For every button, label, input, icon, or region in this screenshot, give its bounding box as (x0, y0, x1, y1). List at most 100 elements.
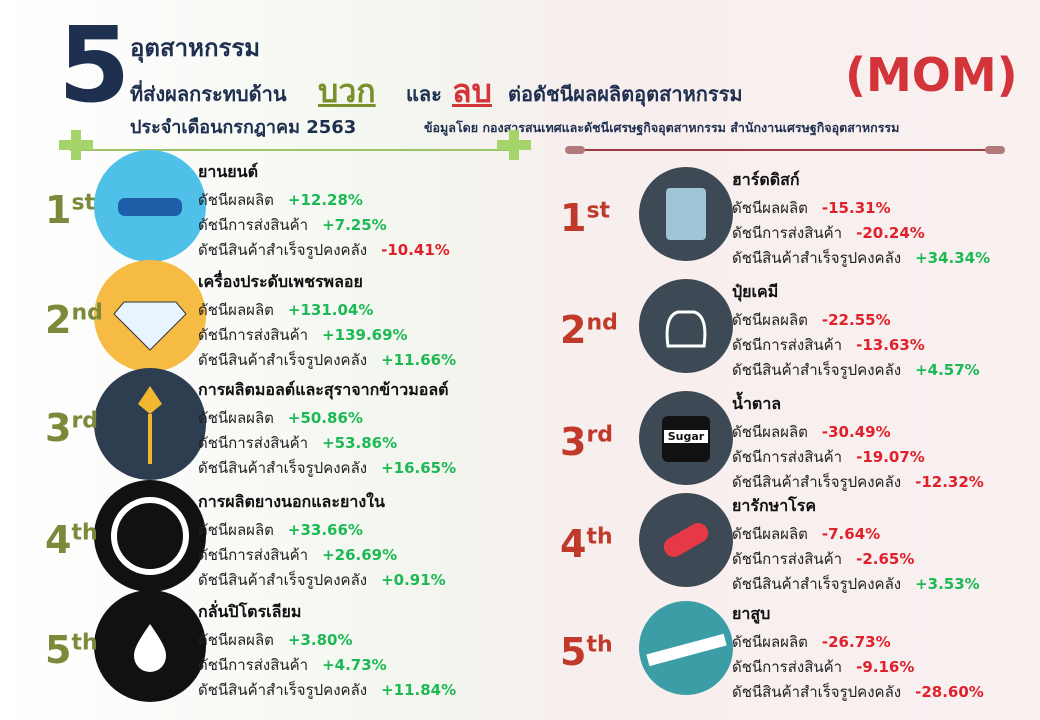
rank-number: 2 (45, 298, 72, 342)
metric-row: ดัชนีการส่งสินค้า +26.69% (198, 543, 397, 567)
metric-row: ดัชนีผลผลิต -15.31% (732, 196, 891, 220)
metric-label: ดัชนีผลผลิต (198, 521, 274, 539)
metric-value: -7.64% (821, 525, 881, 543)
metric-label: ดัชนีผลผลิต (732, 199, 808, 217)
metric-row: ดัชนีผลผลิต -30.49% (732, 420, 891, 444)
metric-label: ดัชนีผลผลิต (732, 423, 808, 441)
icon (665, 310, 707, 348)
metric-value: +7.25% (322, 216, 387, 234)
metric-label: ดัชนีการส่งสินค้า (732, 550, 843, 568)
metric-label: ดัชนีสินค้าสำเร็จรูปคงคลัง (198, 571, 368, 589)
industry-name: ฮาร์ดดิสก์ (732, 170, 800, 189)
rank-suffix: rd (586, 422, 614, 448)
metric-row: ดัชนีการส่งสินค้า +7.25% (198, 213, 387, 237)
industry-name: เครื่องประดับเพชรพลอย (198, 272, 363, 291)
industry-name: การผลิตยางนอกและยางใน (198, 492, 385, 511)
metric-value: -15.31% (821, 199, 891, 217)
metric-label: ดัชนีผลผลิต (732, 311, 808, 329)
metric-row: ดัชนีผลผลิต +131.04% (198, 298, 373, 322)
rank: 4th (45, 518, 98, 562)
industry-name: ยานยนต์ (198, 162, 258, 181)
rank: 3rd (45, 406, 98, 450)
metric-label: ดัชนีการส่งสินค้า (732, 658, 843, 676)
metric-value: -9.16% (856, 658, 915, 676)
metric-value: +0.91% (381, 571, 446, 589)
title-line2-pre: ที่ส่งผลกระทบด้าน (130, 82, 287, 106)
metric-value: +53.86% (322, 434, 398, 452)
rank-suffix: st (586, 198, 611, 224)
metric-label: ดัชนีสินค้าสำเร็จรูปคงคลัง (732, 361, 902, 379)
rank-suffix: nd (586, 310, 618, 336)
big-number: 5 (58, 4, 131, 126)
metric-value: +4.73% (322, 656, 387, 674)
metric-label: ดัชนีสินค้าสำเร็จรูปคงคลัง (198, 241, 368, 259)
icon-circle (94, 480, 206, 592)
rank-number: 1 (560, 196, 587, 240)
metric-label: ดัชนีการส่งสินค้า (198, 326, 309, 344)
icon (138, 386, 162, 464)
metric-value: +11.66% (381, 351, 457, 369)
metric-label: ดัชนีการส่งสินค้า (198, 546, 309, 564)
metric-label: ดัชนีสินค้าสำเร็จรูปคงคลัง (732, 249, 902, 267)
industry-name: ยาสูบ (732, 604, 771, 623)
metric-value: -30.49% (821, 423, 891, 441)
metric-value: -22.55% (821, 311, 891, 329)
metric-value: +139.69% (322, 326, 408, 344)
metric-row: ดัชนีการส่งสินค้า -9.16% (732, 655, 914, 679)
metric-value: -13.63% (856, 336, 925, 354)
metric-value: +4.57% (915, 361, 980, 379)
industry-name: น้ำตาล (732, 394, 782, 413)
metric-value: -2.65% (856, 550, 915, 568)
metric-row: ดัชนีสินค้าสำเร็จรูปคงคลัง -10.41% (198, 238, 450, 262)
metric-label: ดัชนีการส่งสินค้า (732, 448, 843, 466)
source: ข้อมูลโดย กองสารสนเทศและดัชนีเศรษฐกิจอุต… (424, 120, 900, 135)
metric-row: ดัชนีการส่งสินค้า +4.73% (198, 653, 387, 677)
metric-label: ดัชนีสินค้าสำเร็จรูปคงคลัง (732, 683, 902, 701)
rank-number: 1 (45, 188, 72, 232)
icon (111, 497, 189, 575)
rank-number: 3 (45, 406, 72, 450)
icon (134, 624, 166, 672)
industry-name: ยารักษาโรค (732, 496, 817, 515)
rank-suffix: rd (71, 408, 99, 434)
metric-value: +3.53% (915, 575, 980, 593)
metric-row: ดัชนีการส่งสินค้า -20.24% (732, 221, 925, 245)
metric-label: ดัชนีการส่งสินค้า (732, 224, 843, 242)
rank-number: 3 (560, 420, 587, 464)
rank: 4th (560, 522, 613, 566)
positive-word: บวก (318, 72, 376, 110)
metric-label: ดัชนีผลผลิต (198, 409, 274, 427)
metric-label: ดัชนีสินค้าสำเร็จรูปคงคลัง (198, 351, 368, 369)
and-word: และ (406, 82, 442, 106)
rank-suffix: th (71, 520, 98, 546)
metric-row: ดัชนีผลผลิต +33.66% (198, 518, 363, 542)
metric-row: ดัชนีผลผลิต -22.55% (732, 308, 891, 332)
metric-value: +50.86% (287, 409, 363, 427)
mom-label: (MOM) (845, 48, 1018, 102)
metric-value: +11.84% (381, 681, 457, 699)
title-line1: อุตสาหกรรม (130, 34, 261, 62)
metric-label: ดัชนีสินค้าสำเร็จรูปคงคลัง (198, 459, 368, 477)
rank-number: 5 (45, 628, 72, 672)
icon (666, 188, 706, 240)
metric-label: ดัชนีสินค้าสำเร็จรูปคงคลัง (732, 575, 902, 593)
rank: 1st (560, 196, 610, 240)
rank-number: 2 (560, 308, 587, 352)
metric-row: ดัชนีสินค้าสำเร็จรูปคงคลัง +0.91% (198, 568, 446, 592)
rank: 5th (45, 628, 98, 672)
metric-label: ดัชนีผลผลิต (198, 191, 274, 209)
rank: 3rd (560, 420, 613, 464)
metric-label: ดัชนีผลผลิต (198, 301, 274, 319)
metric-label: ดัชนีผลผลิต (732, 633, 808, 651)
rank-suffix: nd (71, 300, 103, 326)
metric-value: +12.28% (287, 191, 363, 209)
metric-row: ดัชนีผลผลิต -26.73% (732, 630, 891, 654)
metric-row: ดัชนีผลผลิต -7.64% (732, 522, 880, 546)
rank-suffix: th (586, 632, 613, 658)
metric-value: -26.73% (821, 633, 891, 651)
metric-row: ดัชนีสินค้าสำเร็จรูปคงคลัง +11.84% (198, 678, 456, 702)
metric-row: ดัชนีการส่งสินค้า +139.69% (198, 323, 408, 347)
rank: 5th (560, 630, 613, 674)
metric-row: ดัชนีการส่งสินค้า -19.07% (732, 445, 925, 469)
